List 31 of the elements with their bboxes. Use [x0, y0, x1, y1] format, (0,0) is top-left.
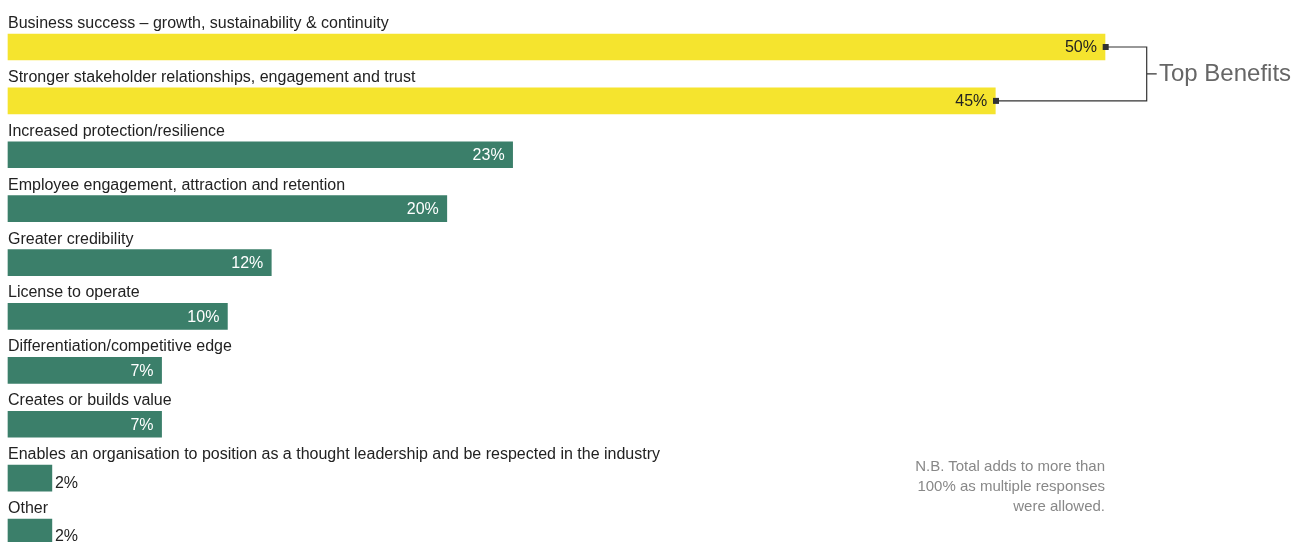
bar — [7, 303, 228, 330]
y-tick-label: License to operate — [8, 283, 140, 301]
y-tick-label: Greater credibility — [8, 229, 134, 247]
y-tick-label: Differentiation/competitive edge — [8, 337, 232, 355]
data-label: 7% — [130, 415, 154, 433]
y-tick-label: Employee engagement, attraction and retention — [8, 175, 346, 193]
data-label: 2% — [54, 473, 79, 491]
text: Top Benefits — [1159, 58, 1292, 87]
bar — [7, 87, 996, 115]
bar — [7, 33, 1106, 61]
data-label: 2% — [54, 527, 79, 542]
data-label: 10% — [187, 307, 220, 325]
data-label: 20% — [406, 200, 439, 218]
data-label: 23% — [472, 146, 505, 164]
bar — [7, 141, 513, 169]
data-label: 12% — [231, 253, 264, 271]
bar — [7, 249, 272, 276]
data-label: 7% — [130, 361, 154, 379]
y-tick-label: Creates or builds value — [8, 391, 172, 409]
bar — [7, 195, 448, 222]
y-tick-label: Other — [8, 499, 49, 516]
bar — [7, 464, 53, 492]
data-label: 50% — [1064, 38, 1097, 56]
y-tick-label: Enables an organisation to position as a thought leadership and be respected in the industry — [8, 445, 660, 463]
y-tick-label: Business success – growth, sustainability & continuity — [8, 14, 389, 31]
y-tick-label: Stronger stakeholder relationships, engagement and trust — [8, 67, 416, 85]
annotation: N.B. Total adds to more than 100% as multiple responses were allowed. — [914, 456, 1105, 516]
bar — [7, 410, 162, 438]
data-label: 45% — [955, 92, 988, 110]
bar — [7, 357, 162, 384]
y-tick-label: Increased protection/resilience — [8, 121, 226, 139]
